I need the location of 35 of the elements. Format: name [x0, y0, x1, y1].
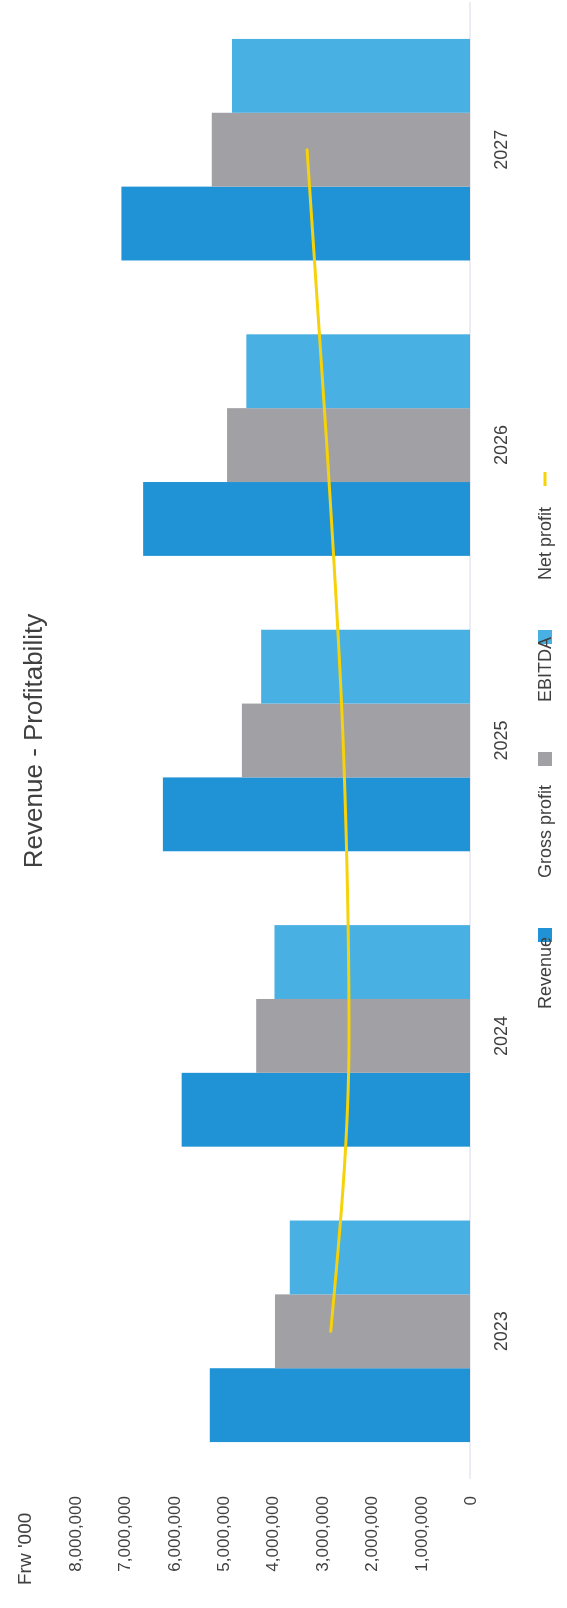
x-tick-label: 2,000,000	[362, 1496, 382, 1572]
bar	[143, 482, 470, 556]
text: Frw '000	[14, 1512, 35, 1585]
bar	[241, 703, 470, 778]
bar	[162, 777, 470, 852]
bar	[181, 1072, 470, 1147]
bar	[232, 38, 470, 113]
y-tick-label: 2026	[491, 425, 511, 466]
x-tick-label: 4,000,000	[263, 1496, 283, 1572]
bar	[274, 1294, 470, 1369]
bar	[261, 629, 470, 704]
y-tick-label: 2024	[491, 1015, 511, 1056]
y-tick-label: 2025	[491, 720, 511, 761]
bar	[256, 998, 470, 1073]
bar	[246, 334, 470, 409]
text: Revenue - Profitability	[18, 613, 48, 869]
x-tick-label: 6,000,000	[164, 1496, 184, 1572]
x-tick-label: 1,000,000	[411, 1496, 431, 1572]
legend-label: Revenue	[535, 936, 555, 1009]
legend-label: Gross profit	[535, 784, 555, 878]
y-tick-label: 2027	[491, 129, 511, 170]
x-tick-label: 7,000,000	[115, 1496, 135, 1572]
legend-label: Net profit	[535, 506, 555, 580]
x-tick-label: 3,000,000	[312, 1496, 332, 1572]
bar	[209, 1368, 470, 1443]
bar	[274, 925, 470, 999]
legend-label: EBITDA	[535, 636, 555, 702]
bar	[289, 1220, 470, 1295]
bar	[211, 112, 470, 187]
x-tick-label: 5,000,000	[214, 1496, 234, 1572]
x-tick-label: 0	[460, 1496, 480, 1506]
bar	[121, 186, 470, 261]
y-tick-label: 2023	[491, 1311, 511, 1352]
x-tick-label: 8,000,000	[65, 1496, 85, 1572]
bar	[227, 408, 470, 483]
